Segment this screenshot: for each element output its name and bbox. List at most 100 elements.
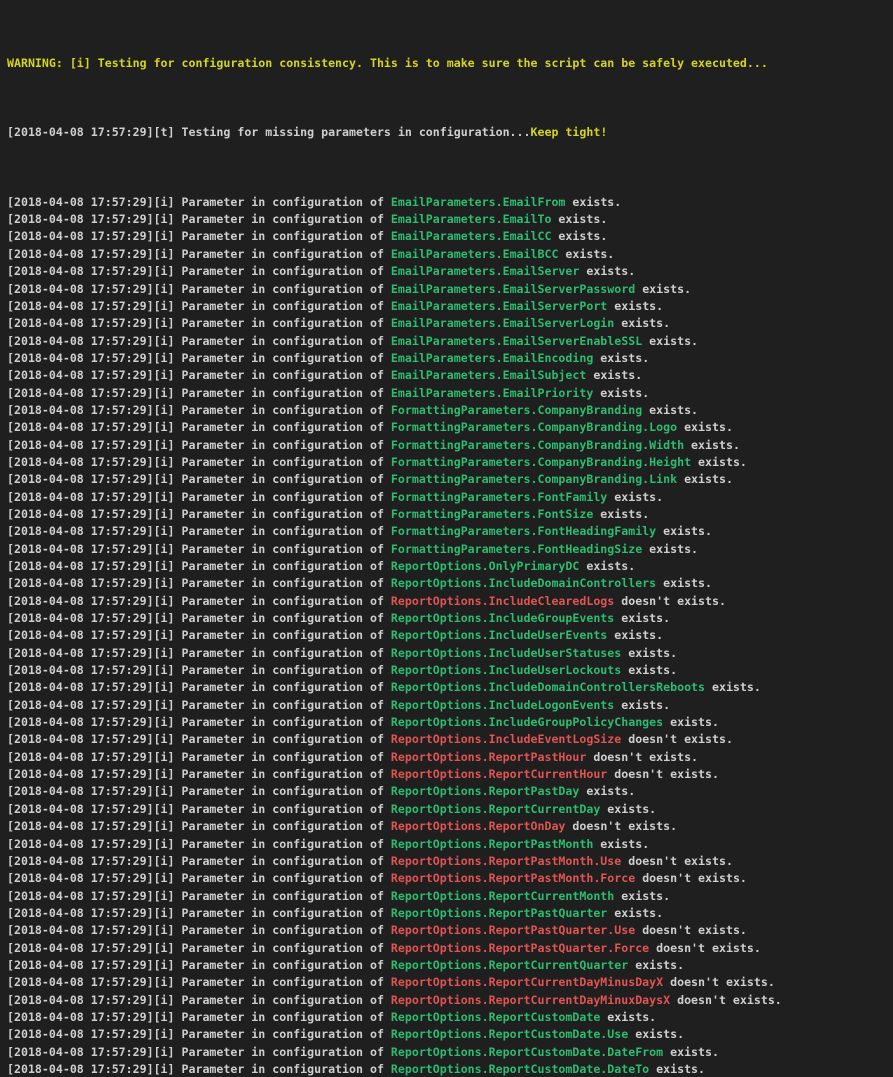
param-name: EmailParameters.EmailServerLogin — [390, 316, 615, 331]
param-log-line: [2018-04-08 17:57:29][i] Parameter in co… — [7, 870, 893, 887]
param-line-prefix: [2018-04-08 17:57:29][i] Parameter in co… — [7, 489, 391, 504]
param-name: EmailParameters.EmailServer — [390, 264, 580, 279]
param-log-line: [2018-04-08 17:57:29][i] Parameter in co… — [7, 437, 893, 454]
param-log-line: [2018-04-08 17:57:29][i] Parameter in co… — [7, 419, 893, 436]
param-line-prefix: [2018-04-08 17:57:29][i] Parameter in co… — [7, 611, 391, 626]
param-name: ReportOptions.IncludeEventLogSize — [390, 732, 622, 747]
param-name: ReportOptions.ReportCurrentQuarter — [390, 957, 629, 972]
param-status: exists. — [551, 229, 608, 244]
param-line-prefix: [2018-04-08 17:57:29][i] Parameter in co… — [7, 229, 391, 244]
param-line-prefix: [2018-04-08 17:57:29][i] Parameter in co… — [7, 281, 391, 296]
param-status: exists. — [642, 333, 699, 348]
param-log-line: [2018-04-08 17:57:29][i] Parameter in co… — [7, 541, 893, 558]
param-line-prefix: [2018-04-08 17:57:29][i] Parameter in co… — [7, 1009, 391, 1024]
param-line-prefix: [2018-04-08 17:57:29][i] Parameter in co… — [7, 246, 391, 261]
param-line-prefix: [2018-04-08 17:57:29][i] Parameter in co… — [7, 715, 391, 730]
param-log-line: [2018-04-08 17:57:29][i] Parameter in co… — [7, 263, 893, 280]
param-name: EmailParameters.EmailServerPassword — [390, 281, 636, 296]
param-log-line: [2018-04-08 17:57:29][i] Parameter in co… — [7, 228, 893, 245]
param-status: exists. — [614, 316, 671, 331]
param-name: ReportOptions.IncludeUserEvents — [390, 628, 608, 643]
param-status: exists. — [579, 559, 636, 573]
param-status: exists. — [607, 298, 664, 313]
param-line-prefix: [2018-04-08 17:57:29][i] Parameter in co… — [7, 472, 391, 487]
param-log-line: [2018-04-08 17:57:29][i] Parameter in co… — [7, 714, 893, 731]
param-name: ReportOptions.ReportOnDay — [390, 819, 566, 834]
param-log-line: [2018-04-08 17:57:29][i] Parameter in co… — [7, 974, 893, 991]
param-status: exists. — [677, 472, 733, 487]
param-status: exists. — [600, 801, 657, 816]
param-name: FormattingParameters.CompanyBranding.Wid… — [390, 437, 685, 452]
param-line-prefix: [2018-04-08 17:57:29][i] Parameter in co… — [7, 1061, 391, 1076]
param-name: EmailParameters.EmailSubject — [390, 368, 587, 383]
param-status: exists. — [600, 1009, 657, 1024]
param-log-line: [2018-04-08 17:57:29][i] Parameter in co… — [7, 298, 893, 315]
param-line-prefix: [2018-04-08 17:57:29][i] Parameter in co… — [7, 559, 391, 573]
param-name: ReportOptions.ReportPastHour — [390, 749, 587, 764]
param-log-line: [2018-04-08 17:57:29][i] Parameter in co… — [7, 662, 893, 679]
param-line-prefix: [2018-04-08 17:57:29][i] Parameter in co… — [7, 888, 391, 903]
param-name: FormattingParameters.CompanyBranding.Lin… — [390, 472, 678, 487]
param-log-line: [2018-04-08 17:57:29][i] Parameter in co… — [7, 697, 893, 714]
param-status: exists. — [663, 1044, 719, 1059]
param-status: exists. — [656, 524, 712, 539]
param-line-prefix: [2018-04-08 17:57:29][i] Parameter in co… — [7, 784, 391, 799]
param-line-prefix: [2018-04-08 17:57:29][i] Parameter in co… — [7, 697, 391, 712]
param-log-line: [2018-04-08 17:57:29][i] Parameter in co… — [7, 315, 893, 332]
param-line-prefix: [2018-04-08 17:57:29][i] Parameter in co… — [7, 871, 391, 886]
param-log-line: [2018-04-08 17:57:29][i] Parameter in co… — [7, 575, 893, 592]
param-log-line: [2018-04-08 17:57:29][i] Parameter in co… — [7, 593, 893, 610]
param-status: exists. — [607, 905, 664, 920]
param-name: ReportOptions.IncludeGroupPolicyChanges — [390, 715, 664, 730]
param-line-prefix: [2018-04-08 17:57:29][i] Parameter in co… — [7, 454, 391, 469]
param-name: ReportOptions.ReportPastMonth.Use — [390, 853, 622, 868]
param-name: ReportOptions.ReportPastDay — [390, 784, 580, 799]
param-log-line: [2018-04-08 17:57:29][i] Parameter in co… — [7, 679, 893, 696]
param-name: ReportOptions.IncludeLogonEvents — [390, 697, 615, 712]
param-status: exists. — [628, 957, 685, 972]
param-name: EmailParameters.EmailTo — [390, 212, 552, 227]
param-name: FormattingParameters.FontHeadingFamily — [390, 524, 657, 539]
param-status: exists. — [614, 697, 671, 712]
param-log-line: [2018-04-08 17:57:29][i] Parameter in co… — [7, 610, 893, 627]
param-log-line: [2018-04-08 17:57:29][i] Parameter in co… — [7, 957, 893, 974]
param-status: exists. — [691, 454, 747, 469]
param-status: exists. — [593, 506, 650, 521]
param-status: doesn't exists. — [663, 975, 775, 990]
param-line-prefix: [2018-04-08 17:57:29][i] Parameter in co… — [7, 940, 391, 955]
param-log-line: [2018-04-08 17:57:29][i] Parameter in co… — [7, 333, 893, 350]
param-log-line: [2018-04-08 17:57:29][i] Parameter in co… — [7, 1061, 893, 1077]
param-status: exists. — [586, 368, 643, 383]
testing-line-highlight: Keep tight! — [530, 125, 608, 140]
param-line-prefix: [2018-04-08 17:57:29][i] Parameter in co… — [7, 663, 391, 678]
param-log-line: [2018-04-08 17:57:29][i] Parameter in co… — [7, 922, 893, 939]
param-line-prefix: [2018-04-08 17:57:29][i] Parameter in co… — [7, 264, 391, 279]
param-log-line: [2018-04-08 17:57:29][i] Parameter in co… — [7, 853, 893, 870]
warning-line: WARNING: [i] Testing for configuration c… — [7, 56, 768, 71]
param-line-prefix: [2018-04-08 17:57:29][i] Parameter in co… — [7, 1027, 391, 1042]
param-line-prefix: [2018-04-08 17:57:29][i] Parameter in co… — [7, 402, 391, 417]
param-line-prefix: [2018-04-08 17:57:29][i] Parameter in co… — [7, 506, 391, 521]
param-name: ReportOptions.ReportCustomDate.DateFrom — [390, 1044, 664, 1059]
param-log-line: [2018-04-08 17:57:29][i] Parameter in co… — [7, 1026, 893, 1043]
param-name: EmailParameters.EmailEncoding — [390, 350, 594, 365]
param-line-prefix: [2018-04-08 17:57:29][i] Parameter in co… — [7, 628, 391, 643]
param-line-prefix: [2018-04-08 17:57:29][i] Parameter in co… — [7, 957, 391, 972]
param-status: exists. — [607, 489, 664, 504]
param-line-prefix: [2018-04-08 17:57:29][i] Parameter in co… — [7, 680, 391, 695]
param-log-line: [2018-04-08 17:57:29][i] Parameter in co… — [7, 489, 893, 506]
param-line-prefix: [2018-04-08 17:57:29][i] Parameter in co… — [7, 801, 391, 816]
param-log-line: [2018-04-08 17:57:29][i] Parameter in co… — [7, 766, 893, 783]
param-name: ReportOptions.ReportCurrentDay — [390, 801, 601, 816]
param-status: exists. — [579, 784, 636, 799]
param-log-line: [2018-04-08 17:57:29][i] Parameter in co… — [7, 940, 893, 957]
param-log-line: [2018-04-08 17:57:29][i] Parameter in co… — [7, 281, 893, 298]
param-status: doesn't exists. — [614, 593, 726, 608]
param-status: doesn't exists. — [670, 992, 782, 1007]
param-line-prefix: [2018-04-08 17:57:29][i] Parameter in co… — [7, 975, 391, 990]
param-status: doesn't exists. — [649, 940, 761, 955]
param-name: ReportOptions.ReportCurrentDayMinusDayX — [390, 975, 664, 990]
param-line-prefix: [2018-04-08 17:57:29][i] Parameter in co… — [7, 593, 391, 608]
param-log-line: [2018-04-08 17:57:29][i] Parameter in co… — [7, 454, 893, 471]
